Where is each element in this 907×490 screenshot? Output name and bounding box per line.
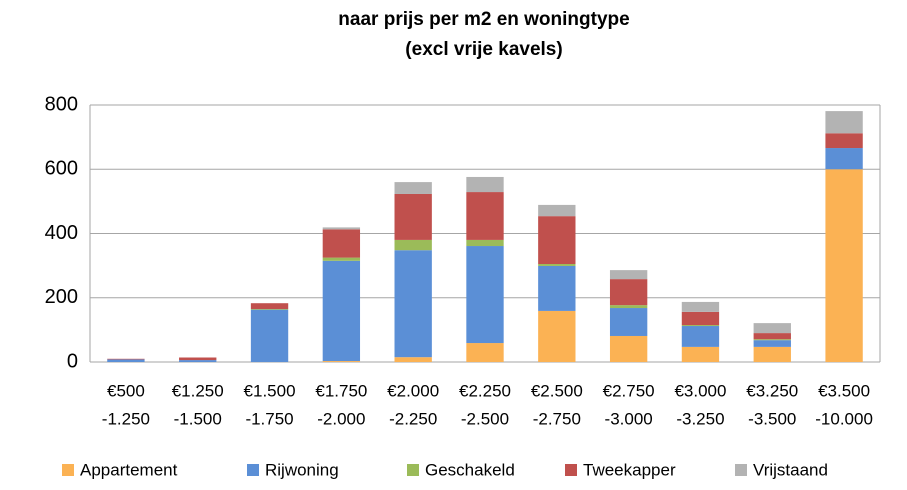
y-tick-label: 0 (67, 350, 78, 372)
x-tick-label: -1.250 (102, 409, 150, 428)
y-tick-label: 200 (45, 286, 78, 308)
legend-label: Appartement (80, 460, 178, 479)
x-tick-label: -1.750 (245, 409, 293, 428)
bar-segment (107, 359, 145, 362)
bar-segment (466, 343, 504, 362)
x-tick-label: -3.250 (676, 409, 724, 428)
x-tick-label: €2.000 (387, 381, 439, 400)
bar-segment (322, 227, 361, 230)
legend-swatch (62, 464, 74, 476)
bar-segment (322, 229, 361, 258)
y-tick-label: 600 (45, 158, 78, 180)
y-tick-label: 400 (45, 222, 78, 244)
bar-segment (609, 335, 648, 362)
legend-label: Geschakeld (425, 460, 515, 479)
bar-segment (753, 339, 791, 341)
x-tick-label: €3.250 (746, 381, 798, 400)
bar-segment (179, 357, 217, 361)
legend-swatch (565, 464, 577, 476)
bar-segment (538, 310, 576, 362)
chart-subtitle: (excl vrije kavels) (405, 39, 562, 60)
legend-swatch (735, 464, 747, 476)
bar-segment (609, 308, 648, 336)
bar-segment (681, 311, 720, 326)
bar-segment (538, 265, 576, 311)
bar-segment (107, 358, 145, 360)
x-tick-label: -1.500 (174, 409, 222, 428)
bar-segment (538, 264, 576, 266)
x-tick-label: €3.000 (674, 381, 726, 400)
bar-segment (466, 192, 504, 240)
bar-segment (681, 325, 720, 327)
bar-segment (250, 308, 289, 310)
bar-segment (466, 246, 504, 344)
bar-segment (825, 148, 863, 170)
x-tick-label: €1.750 (315, 381, 367, 400)
x-tick-label: €2.500 (531, 381, 583, 400)
bar-segment (825, 169, 863, 362)
x-tick-label: -2.750 (533, 409, 581, 428)
bar-segment (825, 133, 863, 149)
x-tick-label: €2.750 (603, 381, 655, 400)
bar-segment (609, 305, 648, 309)
bar-segment (753, 333, 791, 340)
bar-segment (753, 323, 791, 334)
chart-title: naar prijs per m2 en woningtype (338, 9, 629, 30)
bar-segment (681, 346, 720, 362)
legend-label: Rijwoning (265, 460, 339, 479)
x-tick-label: €2.250 (459, 381, 511, 400)
bar-segment (538, 216, 576, 265)
legend-label: Tweekapper (583, 460, 676, 479)
bar-segment (466, 176, 504, 193)
bar-segment (322, 257, 361, 261)
bar-segment (394, 182, 432, 194)
x-tick-label: €3.500 (818, 381, 870, 400)
bar-segment (825, 111, 863, 134)
x-tick-label: -3.000 (605, 409, 653, 428)
y-tick-label: 800 (45, 93, 78, 115)
bar-segment (753, 340, 791, 347)
bar-segment (753, 346, 791, 362)
x-tick-label: -10.000 (815, 409, 873, 428)
x-tick-label: -2.250 (389, 409, 437, 428)
x-tick-label: €1.500 (244, 381, 296, 400)
bar-segment (466, 239, 504, 247)
bar-segment (322, 361, 361, 362)
bar-segment (681, 301, 720, 312)
bar-segment (250, 303, 289, 309)
bar-segment (681, 326, 720, 347)
legend-swatch (247, 464, 259, 476)
bar-segment (394, 357, 432, 362)
x-tick-label: €1.250 (172, 381, 224, 400)
bar-segment (322, 260, 361, 362)
x-tick-label: €500 (107, 381, 145, 400)
x-tick-label: -3.500 (748, 409, 796, 428)
bar-segment (609, 270, 648, 280)
bar-segment (250, 309, 289, 362)
x-tick-label: -2.000 (317, 409, 365, 428)
legend-label: Vrijstaand (753, 460, 828, 479)
bar-segment (394, 239, 432, 251)
bar-segment (394, 250, 432, 358)
bar-segment (179, 360, 217, 362)
x-tick-label: -2.500 (461, 409, 509, 428)
bar-segment (538, 204, 576, 217)
bar-segment (609, 279, 648, 306)
legend-swatch (407, 464, 419, 476)
bar-segment (394, 193, 432, 240)
